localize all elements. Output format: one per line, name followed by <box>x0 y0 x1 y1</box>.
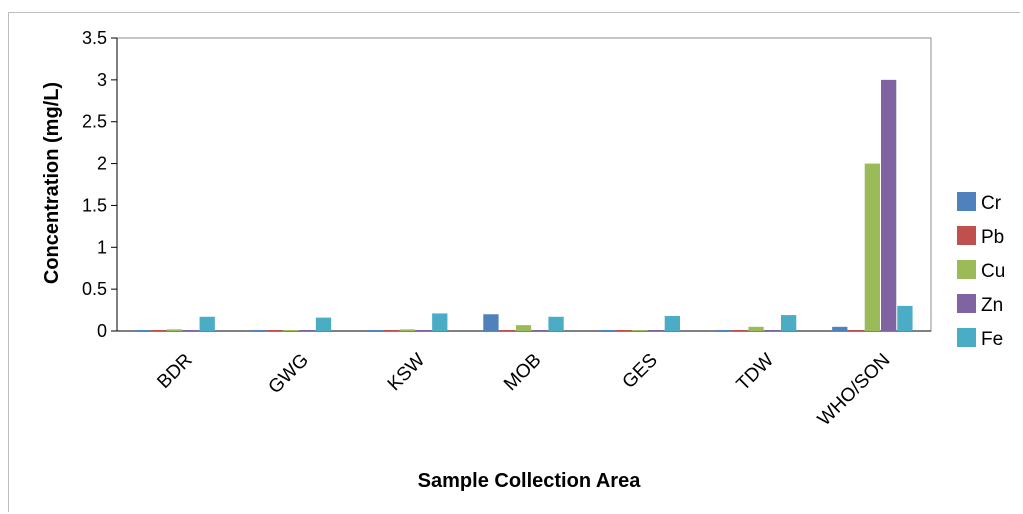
bar-zn-tdw <box>764 330 780 331</box>
x-tick-label: BDR <box>153 350 196 393</box>
x-tick-label: GES <box>619 350 662 393</box>
bar-cu-ges <box>632 330 648 331</box>
legend-label-fe: Fe <box>981 329 1003 350</box>
bar-cr-bdr <box>134 330 150 331</box>
legend-swatch-zn <box>957 294 976 313</box>
bar-cu-whoson <box>864 163 880 331</box>
bar-pb-mob <box>499 330 515 331</box>
bar-pb-tdw <box>732 330 748 331</box>
bar-fe-bdr <box>199 316 215 331</box>
bar-zn-ksw <box>415 330 432 331</box>
y-tick-label: 0.5 <box>82 279 107 299</box>
bar-fe-tdw <box>780 315 797 331</box>
y-tick-label: 3 <box>97 70 107 90</box>
x-tick-label: TDW <box>733 350 778 395</box>
bar-zn-ges <box>648 330 664 331</box>
bar-zn-gwg <box>299 330 315 331</box>
y-axis: 0 0.5 1 1.5 2 2.5 3 3.5 <box>82 28 118 341</box>
legend-swatch-cu <box>957 260 976 279</box>
x-axis-title: Sample Collection Area <box>418 470 642 492</box>
legend-label-cu: Cu <box>981 261 1005 282</box>
bar-fe-ges <box>664 315 680 331</box>
bar-pb-whoson <box>848 330 864 331</box>
x-tick-label: MOB <box>500 350 545 395</box>
legend-swatch-cr <box>957 192 976 211</box>
bar-pb-gwg <box>267 330 283 331</box>
bar-fe-gwg <box>315 317 332 331</box>
bar-cr-whoson <box>832 326 848 331</box>
x-tick-label: GWG <box>265 350 313 398</box>
bar-cr-gwg <box>250 330 267 331</box>
plot-area <box>116 37 932 332</box>
bar-cr-mob <box>483 314 499 331</box>
x-tick-label: KSW <box>384 350 429 395</box>
y-tick-label: 2.5 <box>82 112 107 132</box>
bar-cu-gwg <box>283 330 299 331</box>
plot-border <box>116 37 932 332</box>
bars <box>134 79 913 331</box>
legend-label-zn: Zn <box>981 295 1003 316</box>
bar-pb-ges <box>615 330 632 331</box>
y-tick-label: 0 <box>97 321 107 341</box>
bar-fe-whoson <box>897 305 913 331</box>
bar-zn-bdr <box>183 330 199 331</box>
bar-cr-ksw <box>367 330 383 331</box>
x-axis: BDR GWG KSW MOB GES TDW WHO/SON <box>117 330 931 431</box>
bar-cu-ksw <box>399 329 415 331</box>
x-tick-label: WHO/SON <box>814 350 895 431</box>
legend-swatch-pb <box>957 226 976 245</box>
bar-cr-ges <box>599 330 615 331</box>
y-axis-title: Concentration (mg/L) <box>41 82 63 284</box>
bar-fe-mob <box>548 316 564 331</box>
bar-zn-mob <box>532 330 548 331</box>
legend: Cr Pb Cu Zn Fe <box>957 192 1005 350</box>
legend-label-cr: Cr <box>981 193 1002 214</box>
bar-cr-tdw <box>715 330 732 331</box>
bar-pb-bdr <box>150 330 167 331</box>
bar-cu-mob <box>515 325 532 331</box>
y-tick-label: 3.5 <box>82 28 107 48</box>
legend-swatch-fe <box>957 328 976 347</box>
legend-label-pb: Pb <box>981 227 1004 248</box>
bar-cu-tdw <box>748 326 764 331</box>
y-tick-label: 1 <box>97 237 107 257</box>
bar-zn-whoson <box>880 79 897 331</box>
chart-frame <box>8 12 1020 512</box>
bar-cu-bdr <box>167 329 183 331</box>
y-tick-label: 2 <box>97 154 107 174</box>
bar-pb-ksw <box>383 330 399 331</box>
bar-fe-ksw <box>432 313 448 331</box>
y-tick-label: 1.5 <box>82 195 107 215</box>
